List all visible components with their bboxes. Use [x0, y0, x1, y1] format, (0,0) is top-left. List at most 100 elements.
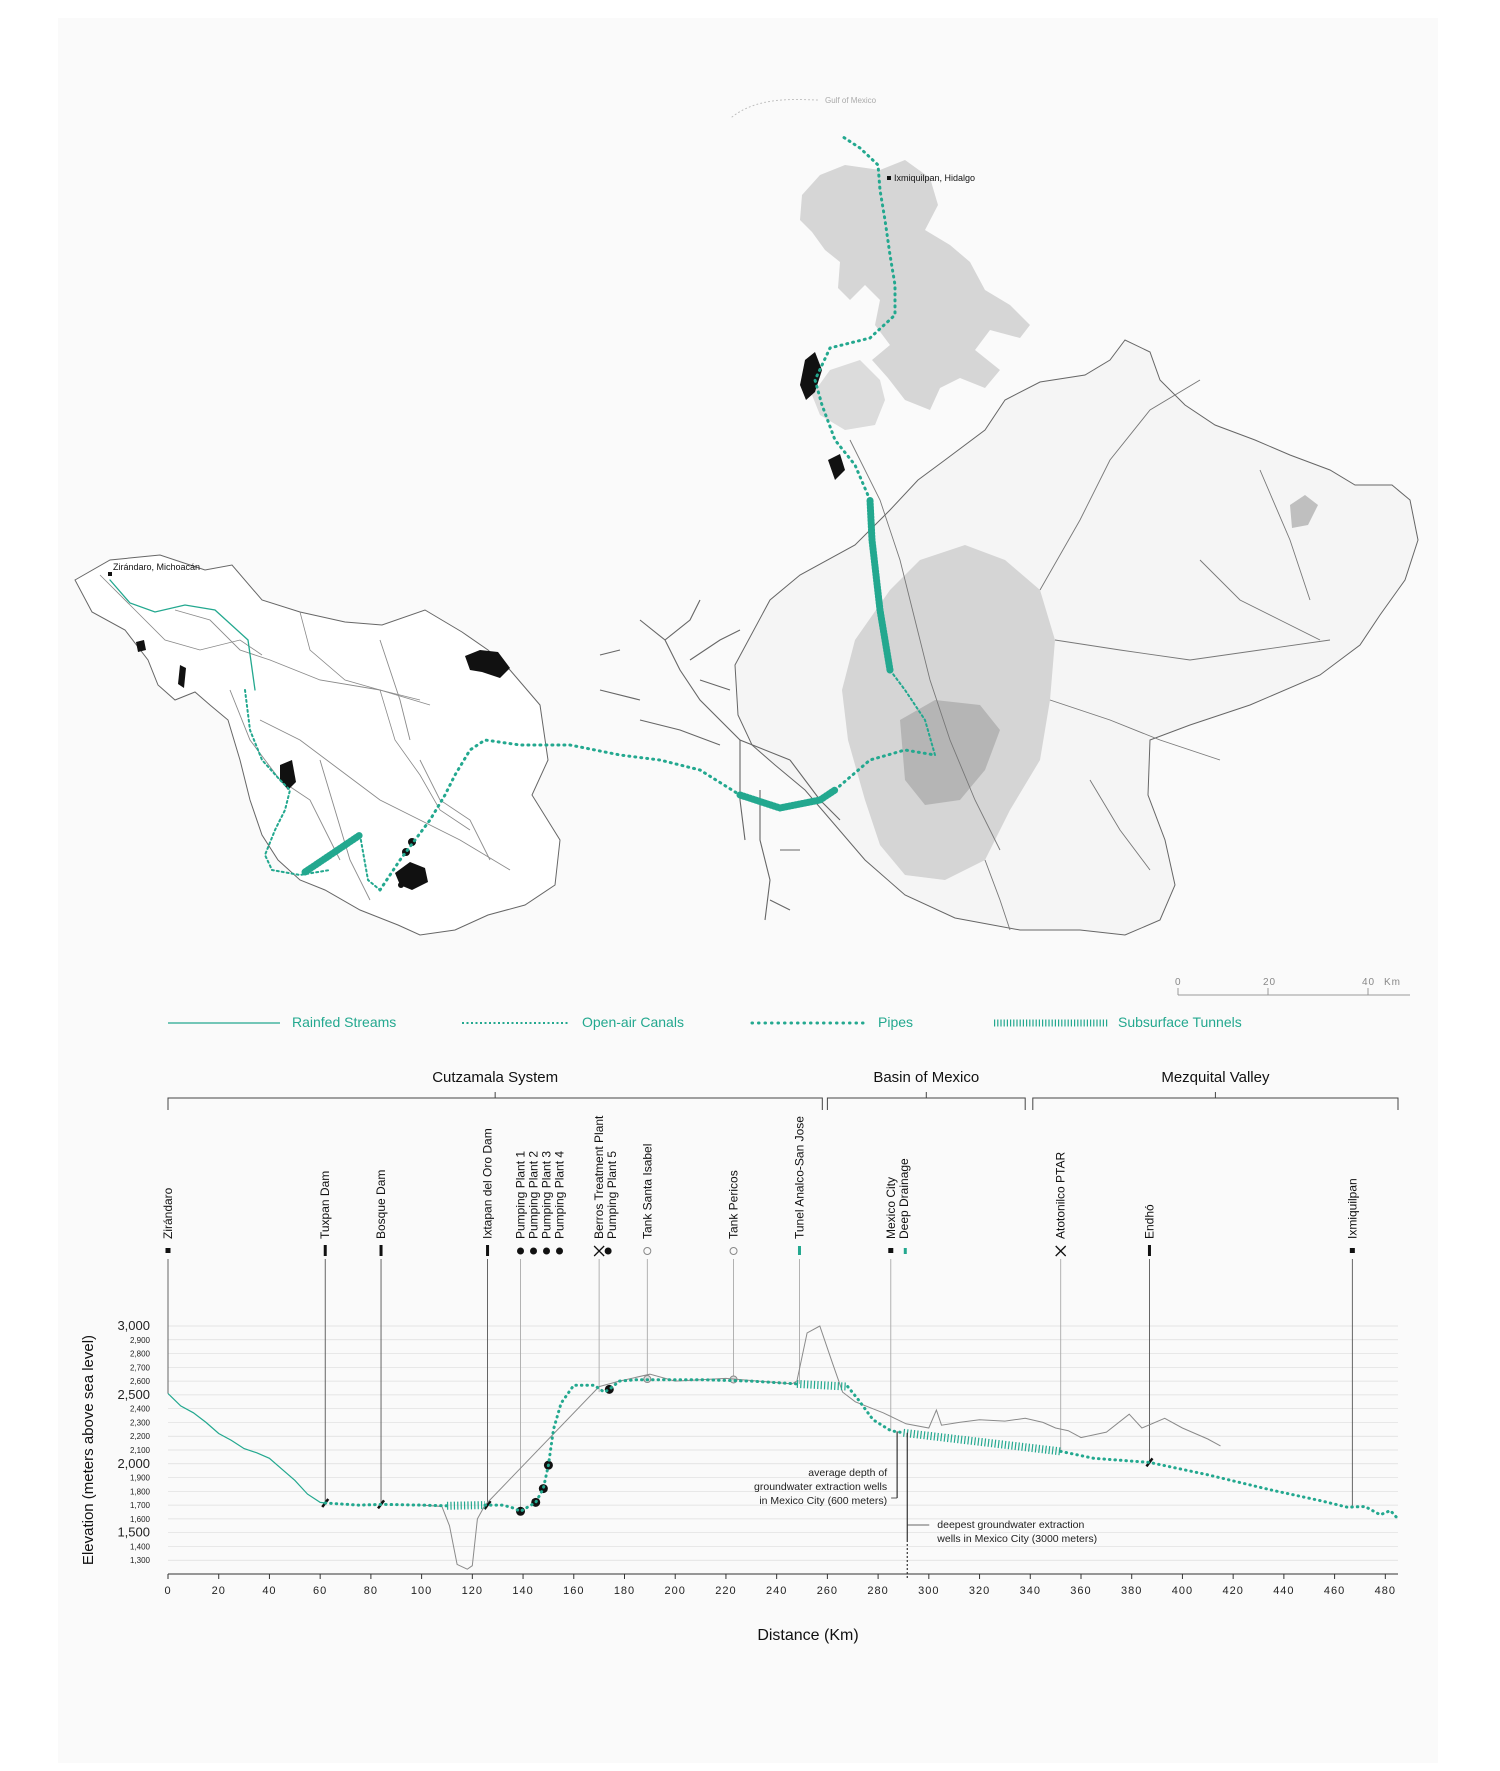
y-minor-tick-label: 1,300 — [130, 1556, 151, 1565]
y-axis: 3,000 2,500 2,000 1,500 2,900 2,800 2,700 2,600… — [117, 1318, 150, 1565]
legend-label-canal: Open-air Canals — [582, 1014, 684, 1030]
route-profile-series — [167, 1378, 1400, 1521]
zirondaro-marker — [108, 572, 112, 576]
valle-de-bravo-reservoir — [395, 862, 428, 890]
station-dot-marker — [543, 1247, 551, 1255]
canal-map-1 — [244, 689, 331, 877]
gulf-label: Gulf of Mexico — [825, 96, 877, 105]
x-tick-label: 440 — [1273, 1585, 1294, 1597]
pipe-map-1 — [378, 738, 742, 892]
region-label: Cutzamala System — [432, 1069, 558, 1086]
pipe-map-3 — [813, 133, 897, 502]
route-series-dotted — [846, 1385, 905, 1435]
station-dot-marker — [517, 1247, 525, 1255]
scale-tick-0: 0 — [1175, 977, 1182, 988]
lake-shape — [1290, 495, 1318, 528]
station-dot-marker — [604, 1247, 612, 1255]
station-circle-marker — [729, 1247, 738, 1255]
rainfed-stream-map — [109, 579, 256, 691]
x-tick-label: 480 — [1375, 1585, 1396, 1597]
ixmiquilpan-marker — [887, 176, 891, 180]
x-tick-label: 160 — [563, 1585, 584, 1597]
tunnel-map-2 — [736, 786, 839, 812]
figure-panel — [58, 18, 1438, 1763]
region-label: Basin of Mexico — [873, 1069, 979, 1086]
x-axis: 0 20 40 60 80 100 120 140 160 180 200 220 240 260 280 3… — [164, 1573, 1398, 1597]
y-major-tick-label: 2,500 — [117, 1387, 150, 1402]
region-brackets: Cutzamala System Basin of Mexico Mezquital… — [167, 1069, 1399, 1110]
x-tick-label: 100 — [411, 1585, 432, 1597]
route-series-dotted — [483, 1378, 799, 1513]
mezquital-valley-region — [800, 160, 1030, 410]
route-series-dotted — [323, 1501, 449, 1508]
scale-unit: Km — [1384, 977, 1401, 988]
tunnel-map-1 — [301, 831, 364, 876]
reservoir-dots — [398, 838, 416, 888]
legend: Rainfed Streams Open-air Canals Pipes Su… — [168, 1014, 1242, 1030]
region-bracket — [167, 1092, 823, 1110]
station-label: Mexico City — [884, 1177, 898, 1239]
y-minor-tick-label: 1,900 — [130, 1474, 151, 1483]
station-circle-marker — [643, 1247, 652, 1255]
station-label: Ixmiquilpan — [1345, 1178, 1359, 1239]
western-sub-basin — [99, 574, 471, 831]
y-minor-tick-label: 2,800 — [130, 1350, 151, 1359]
ground-profile-line — [421, 1325, 1221, 1570]
station-label: Tuxpan Dam — [318, 1171, 332, 1239]
y-minor-tick-label: 2,600 — [130, 1377, 151, 1386]
station-label: Berros Treatment Plant — [592, 1115, 606, 1239]
station-tunnel-marker — [797, 1246, 801, 1255]
road-network-basin — [849, 379, 1331, 931]
x-tick-label: 380 — [1121, 1585, 1142, 1597]
legend-label-pipe: Pipes — [878, 1014, 913, 1030]
x-tick-label: 400 — [1172, 1585, 1193, 1597]
station-x-marker — [1055, 1245, 1067, 1257]
station-label: Bosque Dam — [374, 1170, 388, 1239]
region-label: Mezquital Valley — [1161, 1069, 1270, 1086]
x-tick-label: 60 — [313, 1585, 327, 1597]
station-square-marker — [888, 1248, 894, 1253]
station-label: Pumping Plant 3 — [540, 1151, 554, 1239]
average-well-annotation: groundwater extraction wells — [754, 1481, 887, 1493]
legend-label-stream: Rainfed Streams — [292, 1014, 396, 1030]
x-tick-label: 180 — [614, 1585, 635, 1597]
y-gridlines — [168, 1325, 1398, 1561]
station-dot-marker — [530, 1247, 538, 1255]
y-major-tick-label: 1,500 — [117, 1525, 150, 1540]
y-major-tick-label: 3,000 — [117, 1318, 150, 1333]
x-tick-label: 320 — [969, 1585, 990, 1597]
well-depth-lines: average depth of groundwater extraction w… — [754, 1431, 1097, 1580]
tuxpan-reservoir — [280, 760, 296, 790]
x-tick-label: 240 — [766, 1585, 787, 1597]
x-tick-label: 260 — [817, 1585, 838, 1597]
y-axis-title: Elevation (meters above sea level) — [80, 1335, 97, 1565]
y-minor-tick-label: 1,600 — [130, 1515, 151, 1524]
station-bar-marker — [1147, 1245, 1151, 1256]
scale-bar: 0 20 40 Km — [1175, 977, 1410, 996]
station-label: Endhó — [1142, 1204, 1156, 1239]
x-tick-label: 0 — [164, 1585, 171, 1597]
small-reservoir-2 — [178, 665, 186, 688]
profile-dam-marker — [483, 1500, 492, 1510]
zirondaro-label: Zirándaro, Michoacán — [113, 562, 200, 572]
station-x-marker — [593, 1245, 605, 1257]
deepest-well-annotation: deepest groundwater extraction — [937, 1519, 1084, 1531]
y-minor-tick-label: 2,300 — [130, 1418, 151, 1427]
route-series-solid — [167, 1393, 326, 1504]
reservoirs — [136, 352, 845, 890]
station-label: Zirándaro — [161, 1187, 175, 1239]
x-tick-label: 220 — [715, 1585, 736, 1597]
route-series-hatch — [903, 1428, 1062, 1456]
average-well-annotation: in Mexico City (600 meters) — [759, 1495, 887, 1507]
station-label: Pumping Plant 5 — [605, 1151, 619, 1239]
average-well-annotation: average depth of — [808, 1467, 887, 1479]
scale-tick-40: 40 — [1362, 977, 1375, 988]
y-minor-tick-label: 2,200 — [130, 1432, 151, 1441]
station-markers: Zirándaro Tuxpan Dam Bosque Dam Ixtapan del… — [161, 1115, 1359, 1516]
y-minor-tick-label: 2,100 — [130, 1446, 151, 1455]
x-tick-label: 140 — [512, 1585, 533, 1597]
station-label: Tank Santa Isabel — [640, 1144, 654, 1239]
region-bracket — [826, 1092, 1026, 1110]
y-minor-tick-label: 1,800 — [130, 1487, 151, 1496]
x-tick-label: 420 — [1222, 1585, 1243, 1597]
